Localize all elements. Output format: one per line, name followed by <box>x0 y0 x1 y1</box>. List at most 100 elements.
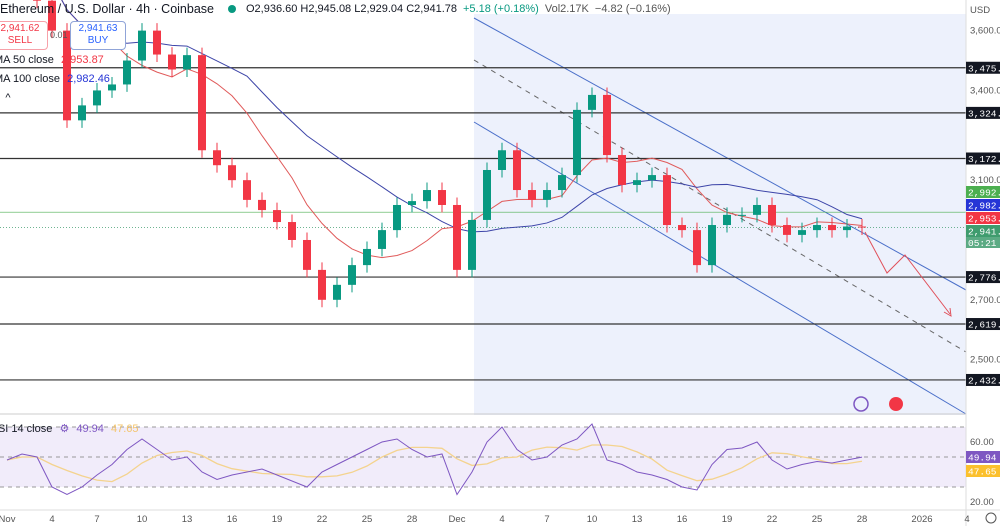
candle-body <box>498 150 506 170</box>
level-badge-text: 3,324.9 <box>968 108 1000 119</box>
ma100-line <box>61 0 863 233</box>
symbol-title[interactable]: Ethereum / U.S. Dollar · 4h · Coinbase <box>0 2 214 16</box>
sell-price: 2,941.62 <box>0 23 40 34</box>
price-badge-text: 2,953.8 <box>968 214 1000 225</box>
time-tick: 4 <box>49 514 54 525</box>
candle-body <box>318 269 326 300</box>
candle-body <box>213 150 221 166</box>
candle-body <box>243 180 251 200</box>
rsi-badge <box>966 451 1000 463</box>
candle-body <box>783 225 791 235</box>
candle-body <box>93 90 101 106</box>
time-tick: 19 <box>272 514 283 525</box>
candle-body <box>693 230 701 266</box>
candle-body <box>258 199 266 211</box>
price-badge <box>966 186 1000 198</box>
rsi-tick: 60.00 <box>970 437 994 448</box>
candle-body <box>603 94 611 156</box>
rsi-badge-text: 49.94 <box>968 453 997 464</box>
level-badge-text: 2,432.0 <box>968 375 1000 386</box>
candle-body <box>588 94 596 110</box>
ma50-label: MA 50 close <box>0 54 54 66</box>
ma50-line <box>61 0 863 259</box>
sell-label: SELL <box>7 35 33 46</box>
candle-body <box>168 54 176 70</box>
sell-button[interactable]: 2,941.62 SELL <box>0 21 48 50</box>
flag-icon <box>889 397 903 411</box>
rsi-label: RSI 14 close <box>0 423 53 435</box>
candle-body <box>828 225 836 231</box>
candle-body <box>303 239 311 270</box>
time-tick: 16 <box>677 514 688 525</box>
time-tick: 4 <box>964 514 969 525</box>
time-tick: 28 <box>857 514 868 525</box>
channel-lower-line <box>473 121 967 415</box>
candle-body <box>768 204 776 226</box>
time-tick: 19 <box>722 514 733 525</box>
level-badge <box>966 318 1000 331</box>
rsi-legend[interactable]: RSI 14 close ⚙ 49.94 47.65 <box>0 422 139 435</box>
candle-body <box>438 190 446 205</box>
rsi-settings-icon[interactable]: ⚙ <box>59 423 70 435</box>
price-badge <box>966 212 1000 224</box>
time-tick: 13 <box>182 514 193 525</box>
candle-body <box>288 222 296 240</box>
price-badge-text: 2,941.7 <box>968 227 1000 238</box>
time-tick: 25 <box>362 514 373 525</box>
candle-body <box>558 175 566 191</box>
level-badge <box>966 373 1000 386</box>
countdown-text: 05:21 <box>968 238 997 249</box>
candle-body <box>573 109 581 176</box>
candle-body <box>543 190 551 200</box>
candle-body <box>138 30 146 61</box>
candle-body <box>183 55 191 70</box>
countdown-badge <box>966 237 1000 248</box>
candle-body <box>48 0 56 31</box>
price-tick: 2,700.0 <box>970 295 1000 306</box>
buy-button[interactable]: 2,941.63 BUY <box>70 21 126 50</box>
ma100-value: 2,982.46 <box>67 73 110 85</box>
time-tick: 7 <box>544 514 549 525</box>
time-tick: Dec <box>449 514 466 525</box>
rsi-value: 49.94 <box>76 423 104 435</box>
time-tick: 7 <box>94 514 99 525</box>
candle-body <box>798 230 806 235</box>
projection-arrow-head <box>943 307 952 317</box>
ma50-legend[interactable]: MA 50 close 2,953.87 <box>0 54 104 66</box>
candle-body <box>678 225 686 231</box>
level-badge <box>966 106 1000 119</box>
rsi-badge <box>966 465 1000 477</box>
rsi-signal-value: 47.65 <box>110 423 139 435</box>
time-tick: 4 <box>499 514 504 525</box>
candle-body <box>483 169 491 220</box>
candle-body <box>378 230 386 249</box>
volume: Vol2.17K <box>544 3 589 15</box>
price-tick: 2,500.0 <box>970 355 1000 366</box>
time-tick: Nov <box>0 514 16 525</box>
candle-body <box>738 214 746 216</box>
candle-body <box>468 219 476 270</box>
settings-icon[interactable] <box>985 512 997 524</box>
collapse-legend-button[interactable]: ^ <box>0 90 16 106</box>
market-open-icon <box>227 5 236 13</box>
lightning-icon <box>853 396 869 412</box>
level-badge-text: 3,475.8 <box>968 63 1000 74</box>
channel-background <box>474 14 966 415</box>
candle-body <box>753 204 761 215</box>
candle-body <box>633 180 641 185</box>
spread: 0.01 <box>50 30 68 40</box>
time-tick: 10 <box>587 514 598 525</box>
rsi-signal-line <box>6 444 863 483</box>
candle-body <box>813 225 821 231</box>
candle-body <box>153 30 161 55</box>
ma100-legend[interactable]: MA 100 close 2,982.46 <box>0 73 110 85</box>
ma100-label: MA 100 close <box>0 73 61 85</box>
candle-body <box>648 175 656 181</box>
candle-body <box>273 210 281 223</box>
candle-body <box>423 190 431 202</box>
candle-body <box>363 248 371 266</box>
chart-header: Ethereum / U.S. Dollar · 4h · Coinbase O… <box>0 2 671 16</box>
candle-body <box>618 155 626 185</box>
candle-body <box>78 105 86 121</box>
